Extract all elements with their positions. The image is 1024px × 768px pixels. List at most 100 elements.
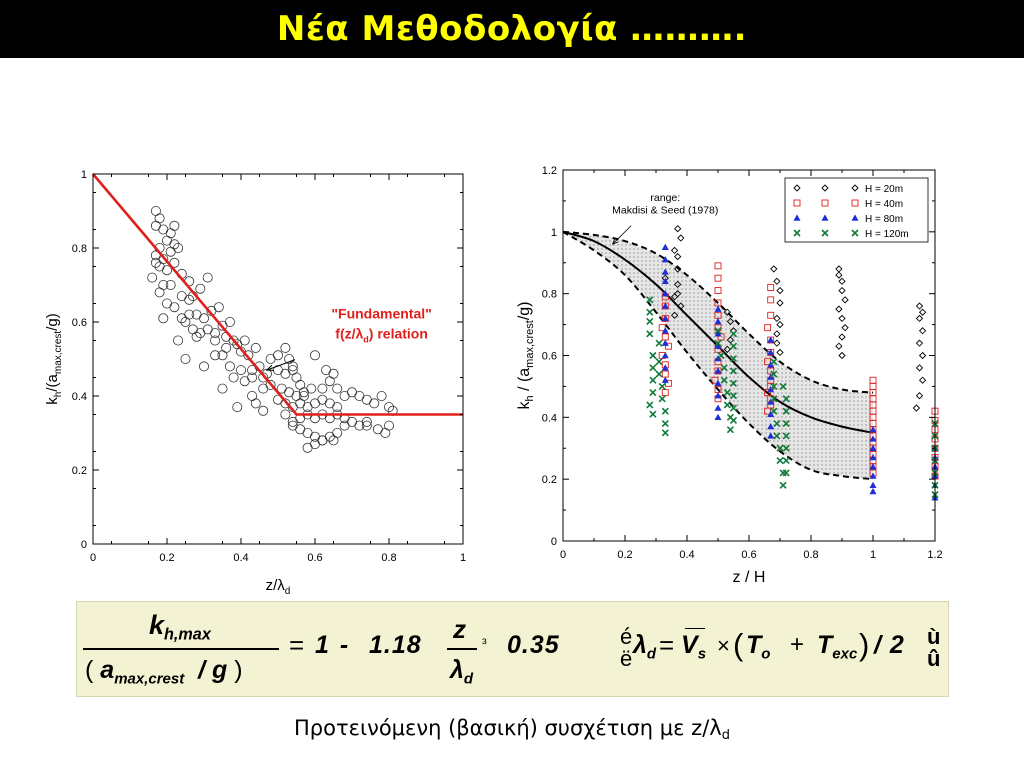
series-point [658, 395, 666, 403]
series-point [661, 370, 669, 378]
series-point [714, 305, 722, 312]
series-point [776, 320, 784, 329]
series-point [918, 327, 927, 335]
series-point [661, 376, 669, 383]
series-point [869, 463, 877, 470]
series-point [767, 284, 775, 291]
series-point [770, 358, 778, 366]
data-point [210, 350, 221, 361]
series-point [782, 444, 790, 452]
series-point [915, 339, 924, 347]
y-axis-label-end: /g) [516, 301, 533, 320]
formula-equals: = [289, 630, 305, 660]
series-point [869, 481, 877, 489]
series-point [670, 293, 679, 301]
series-point [835, 305, 843, 313]
y-tick-label: 0.2 [72, 465, 87, 477]
series-point [646, 401, 654, 409]
data-point [309, 350, 320, 361]
data-point [317, 435, 328, 446]
data-point [224, 316, 235, 327]
series-point [918, 308, 927, 316]
data-point [191, 331, 202, 342]
formula-texc-sym: T [817, 631, 833, 659]
series-point [729, 379, 738, 387]
data-point [210, 335, 221, 346]
data-point [302, 442, 313, 453]
y-axis-label: kh/(amax,crest/g) [44, 313, 64, 404]
series-point [869, 487, 877, 495]
y-tick-label: 0 [551, 536, 557, 548]
series-point [717, 333, 725, 341]
y-tick-label: 0.8 [542, 289, 557, 301]
formula-lambda-def-sym: λ [633, 631, 647, 659]
series-point [729, 392, 738, 400]
data-point [165, 280, 176, 291]
series-point [655, 358, 663, 366]
formula-k: k [149, 610, 165, 640]
series-point [714, 274, 722, 282]
series-point [779, 382, 787, 390]
data-point [169, 220, 180, 231]
series-point [729, 404, 738, 412]
series-point [782, 395, 790, 403]
range-annotation-source: Makdisi & Seed (1978) [612, 204, 718, 216]
data-point [361, 416, 372, 427]
series-point [649, 410, 657, 418]
series-point [773, 432, 781, 440]
data-point [280, 342, 291, 353]
series-point [661, 290, 669, 297]
data-point [332, 402, 343, 413]
y-tick-label: 0 [81, 539, 87, 551]
plot-frame [92, 173, 464, 545]
series-point [661, 327, 669, 334]
data-point [332, 383, 343, 394]
series-point [726, 336, 735, 344]
data-point [317, 383, 328, 394]
series-point [729, 342, 738, 350]
formula-z: z [453, 614, 466, 644]
series-point [773, 419, 781, 428]
legend-marker [821, 199, 829, 207]
series-point [773, 277, 781, 285]
formula-coefficient: 1.18 [369, 631, 422, 659]
series-point [714, 327, 722, 335]
formula-bracket-right-bottom: û [927, 646, 941, 671]
x-tick-label: 0.6 [741, 549, 756, 561]
series-point [674, 252, 682, 261]
legend-marker [851, 229, 859, 237]
data-point [202, 272, 213, 283]
legend-marker [821, 229, 829, 237]
series-point [714, 392, 722, 399]
series-point [729, 367, 738, 375]
y-tick-label: 1 [551, 227, 557, 239]
data-point [224, 361, 235, 372]
data-point [198, 361, 209, 372]
x-tick-label: 0.8 [803, 549, 818, 561]
series-point [869, 435, 877, 442]
series-point [776, 444, 784, 452]
data-point [258, 405, 269, 416]
formula-vs-sym: V [681, 631, 698, 659]
data-point [147, 272, 158, 283]
formula-numerator: kh,max [149, 612, 211, 643]
formula-one-minus: 1 - [315, 631, 351, 659]
series-point [714, 287, 722, 295]
formula-lambda: λ [450, 656, 464, 684]
series-point [674, 225, 682, 233]
formula-paren-open: ( [733, 627, 744, 662]
series-point [661, 302, 669, 309]
y-axis-label-sub2: max,crest [524, 320, 536, 368]
series-point [773, 339, 781, 347]
formula-lambda-def: λd [633, 631, 656, 662]
formula-texc-sub: exc [832, 645, 858, 663]
data-point [150, 257, 161, 268]
series-point [649, 376, 657, 384]
x-tick-label: 0.4 [679, 549, 694, 561]
series-point [714, 262, 722, 270]
formula-den-close: ) [234, 656, 243, 684]
series-point [770, 370, 778, 378]
data-point [258, 372, 269, 383]
y-axis-label-end: /g) [44, 313, 61, 331]
series-point [770, 265, 778, 273]
